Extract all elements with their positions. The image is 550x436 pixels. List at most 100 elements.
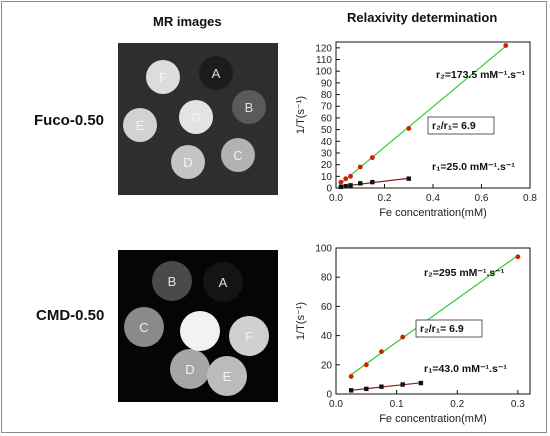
phantom-tube-b <box>152 261 192 301</box>
data-point-r1 <box>406 176 411 181</box>
phantom-tube-label: D <box>183 155 192 170</box>
plot-area-frame <box>335 247 531 395</box>
data-point-r2 <box>348 374 354 379</box>
data-point-r2 <box>515 254 521 260</box>
data-point-r2 <box>338 179 344 185</box>
phantom-tube-label: G <box>195 324 205 339</box>
data-point-r2 <box>503 43 509 48</box>
fit-line-series-1 <box>350 254 519 376</box>
mr-phantom-image-cmd: A B C D E F G <box>118 250 278 402</box>
annotation-r2: r₂=295 mM⁻¹.s⁻¹ <box>424 267 505 279</box>
y-tick-label: 100 <box>315 244 332 255</box>
data-point-r2 <box>379 349 384 355</box>
data-point-r1 <box>370 179 375 185</box>
phantom-tube-a <box>203 262 243 302</box>
phantom-tube-d <box>171 145 205 179</box>
relaxivity-header: Relaxivity determination <box>347 10 498 25</box>
data-point-r2 <box>406 126 412 131</box>
data-point-r1 <box>338 184 344 190</box>
y-tick-label: 80 <box>321 90 333 101</box>
annotation-r2: r₂=173.5 mM⁻¹.s⁻¹ <box>436 69 525 81</box>
phantom-tube-c <box>221 138 255 172</box>
y-tick-label: 60 <box>321 302 333 313</box>
y-tick-label: 0 <box>326 390 332 401</box>
y-tick-label: 70 <box>321 102 333 113</box>
x-axis-label: Fe concentration(mM) <box>379 413 487 425</box>
x-tick-label: 0.3 <box>511 399 525 410</box>
phantom-tube-label: D <box>185 362 194 377</box>
mr-phantom-image-fuco: A B C D E F G <box>118 43 278 195</box>
y-tick-label: 80 <box>321 273 333 284</box>
phantom-tube-d <box>170 349 210 389</box>
ratio-box <box>427 116 495 135</box>
fit-line-series-1 <box>340 45 507 184</box>
y-axis-label: 1/T(s⁻¹) <box>295 302 307 340</box>
y-tick-label: 110 <box>316 55 332 66</box>
phantom-tube-c <box>124 307 164 347</box>
y-tick-label: 20 <box>321 160 333 171</box>
phantom-tube-label: B <box>245 100 254 115</box>
y-tick-label: 40 <box>321 137 333 148</box>
data-point-r2 <box>348 173 353 179</box>
y-tick-label: 40 <box>321 331 333 342</box>
x-tick-label: 0.1 <box>390 399 404 410</box>
y-tick-label: 30 <box>321 148 333 159</box>
phantom-tube-label: A <box>212 66 221 81</box>
data-point-r1 <box>364 386 369 392</box>
data-point-r2 <box>369 155 375 161</box>
x-tick-label: 0.6 <box>475 193 489 204</box>
y-tick-label: 20 <box>321 360 333 371</box>
phantom-tube-a <box>199 56 233 90</box>
phantom-tube-g <box>179 100 213 134</box>
x-tick-label: 0.2 <box>450 399 464 410</box>
data-point-r1 <box>379 384 384 389</box>
data-point-r1 <box>348 388 354 393</box>
phantom-tube-label: E <box>136 118 145 133</box>
x-tick-label: 0.0 <box>329 399 343 410</box>
annotation-ratio: r₂/r₁= 6.9 <box>432 120 476 132</box>
data-point-r1 <box>348 183 353 188</box>
y-tick-label: 10 <box>321 172 333 183</box>
phantom-tube-label: B <box>168 274 177 289</box>
phantom-tube-f <box>146 60 180 94</box>
phantom-tube-f <box>229 316 269 356</box>
y-tick-label: 90 <box>321 78 333 89</box>
phantom-tube-label: C <box>233 148 242 163</box>
row-label-fuco: Fuco-0.50 <box>34 112 105 129</box>
x-tick-label: 0.8 <box>523 193 537 204</box>
phantom-tube-g <box>180 311 220 351</box>
data-point-r2 <box>363 362 369 368</box>
phantom-tube-label: F <box>159 70 167 85</box>
annotation-ratio: r₂/r₁= 6.9 <box>420 323 464 335</box>
phantom-tube-label: G <box>191 110 201 125</box>
annotation-r1: r₁=43.0 mM⁻¹.s⁻¹ <box>424 363 507 375</box>
fit-line-series-2 <box>351 382 421 391</box>
y-tick-label: 50 <box>321 125 333 136</box>
relaxivity-chart-cmd: 0.0 0.1 0.2 0.3 0 20 40 60 80 100 Fe concentration… <box>295 244 531 425</box>
annotation-r1: r₁=25.0 mM⁻¹.s⁻¹ <box>432 161 515 173</box>
phantom-tube-label: E <box>223 369 232 384</box>
data-point-r1 <box>400 382 405 387</box>
phantom-tube-label: C <box>139 320 148 335</box>
phantom-tube-e <box>207 356 247 396</box>
phantom-tube-b <box>232 90 266 124</box>
x-axis-label: Fe concentration(mM) <box>379 207 487 219</box>
data-point-r2 <box>400 334 406 340</box>
data-point-r2 <box>357 164 363 170</box>
x-tick-label: 0.4 <box>426 193 440 204</box>
phantom-tube-label: F <box>245 329 253 344</box>
data-point-r1 <box>418 380 424 386</box>
y-tick-label: 0 <box>326 184 332 195</box>
data-point-r2 <box>343 176 349 182</box>
data-point-r1 <box>343 184 348 189</box>
mr-images-header: MR images <box>153 14 222 29</box>
y-axis-label: 1/T(s⁻¹) <box>295 96 307 134</box>
y-tick-label: 100 <box>315 67 332 78</box>
relaxivity-chart-fuco: 0.0 0.2 0.4 0.6 0.8 0102030405060708090100110… <box>295 41 537 219</box>
phantom-tube-label: A <box>219 275 228 290</box>
row-label-cmd: CMD-0.50 <box>36 307 105 324</box>
x-tick-label: 0.2 <box>378 193 392 204</box>
data-point-r1 <box>358 181 363 186</box>
y-tick-label: 120 <box>315 43 332 54</box>
